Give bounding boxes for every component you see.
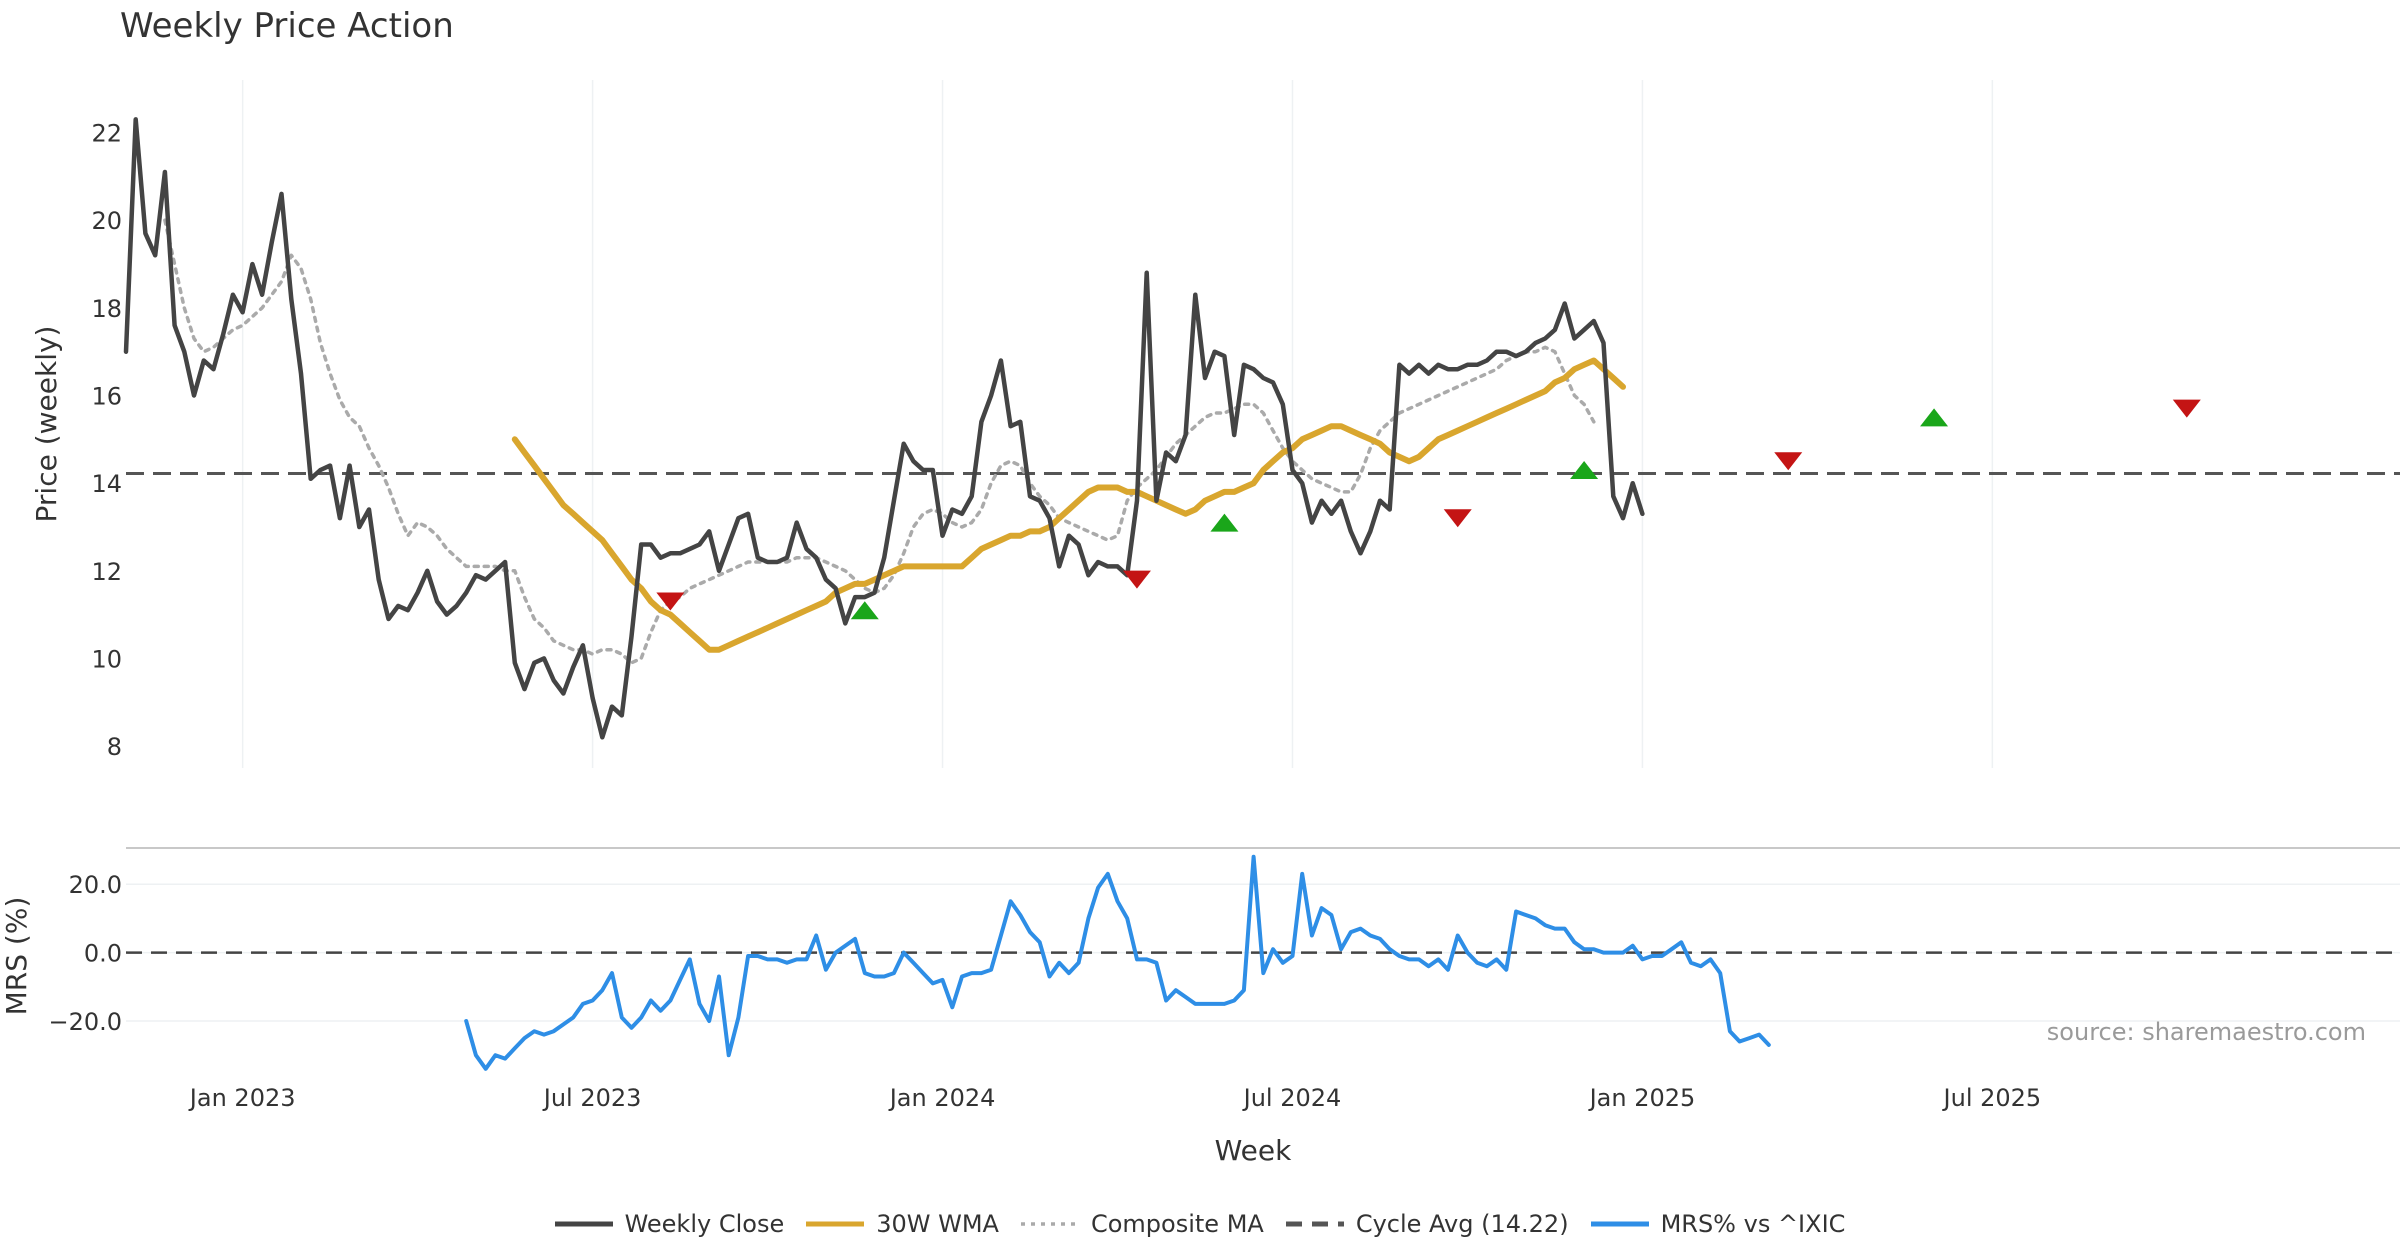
price-y-tick-label: 8	[107, 733, 122, 761]
legend-item: MRS% vs ^IXIC	[1590, 1210, 1846, 1238]
price-axis-label: Price (weekly)	[30, 326, 63, 523]
mrs-y-tick-label: 0.0	[84, 940, 122, 968]
buy-signal-marker	[1570, 461, 1599, 480]
legend-swatch	[1020, 1222, 1079, 1226]
source-credit: source: sharemaestro.com	[2046, 1018, 2366, 1046]
chart-title: Weekly Price Action	[120, 6, 454, 46]
price-y-tick-label: 12	[91, 558, 122, 586]
legend-label: Composite MA	[1090, 1210, 1264, 1238]
series-weekly-close	[123, 117, 1645, 740]
sell-signal-marker	[1443, 509, 1472, 528]
legend: Weekly Close 30W WMA Composite MA Cycle Avg…	[0, 1210, 2400, 1238]
sell-signal-marker	[2172, 399, 2201, 418]
price-y-tick-label: 18	[91, 295, 122, 323]
legend-swatch	[1590, 1221, 1649, 1227]
buy-signal-marker	[850, 601, 879, 620]
legend-label: 30W WMA	[876, 1210, 999, 1238]
buy-signal-marker	[1920, 408, 1949, 427]
legend-item: Cycle Avg (14.22)	[1285, 1210, 1569, 1238]
mrs-y-tick-label: −20.0	[48, 1008, 122, 1036]
legend-label: MRS% vs ^IXIC	[1660, 1210, 1846, 1238]
mrs-axis-label: MRS (%)	[0, 897, 33, 1016]
sell-signal-marker	[656, 592, 685, 611]
series-30w-wma	[511, 357, 1626, 653]
price-y-tick-label: 20	[91, 207, 122, 235]
series-mrs-vs-ixic	[464, 854, 1771, 1071]
legend-item: Composite MA	[1020, 1210, 1264, 1238]
price-y-tick-label: 22	[91, 120, 122, 148]
gridlines	[126, 80, 2400, 1022]
series-composite-ma	[163, 218, 1596, 665]
legend-swatch	[554, 1221, 613, 1227]
legend-swatch	[1285, 1221, 1344, 1227]
reference-lines	[126, 472, 2400, 954]
mrs-y-tick-label: 20.0	[69, 871, 122, 899]
x-axis-label: Week	[1215, 1134, 1292, 1167]
axes: Jan 2023 Jul 2023 Jan 2024 Jul 2024 Jan 2025…	[0, 120, 2400, 1167]
series-lines	[123, 117, 1771, 1071]
legend-item: 30W WMA	[806, 1210, 999, 1238]
price-y-tick-label: 10	[91, 645, 122, 673]
legend-label: Cycle Avg (14.22)	[1355, 1210, 1569, 1238]
x-tick-label: Jan 2024	[888, 1084, 996, 1112]
x-tick-label: Jan 2025	[1588, 1084, 1696, 1112]
x-tick-label: Jul 2023	[542, 1084, 642, 1112]
signal-markers	[656, 399, 2201, 620]
legend-item: Weekly Close	[554, 1210, 785, 1238]
x-tick-label: Jul 2024	[1242, 1084, 1342, 1112]
x-tick-label: Jul 2025	[1942, 1084, 2042, 1112]
price-y-tick-label: 14	[91, 470, 122, 498]
price-y-tick-label: 16	[91, 383, 122, 411]
x-tick-label: Jan 2023	[188, 1084, 296, 1112]
buy-signal-marker	[1210, 513, 1239, 532]
legend-label: Weekly Close	[624, 1210, 785, 1238]
legend-swatch	[806, 1221, 865, 1227]
sell-signal-marker	[1122, 570, 1151, 589]
sell-signal-marker	[1774, 452, 1803, 471]
